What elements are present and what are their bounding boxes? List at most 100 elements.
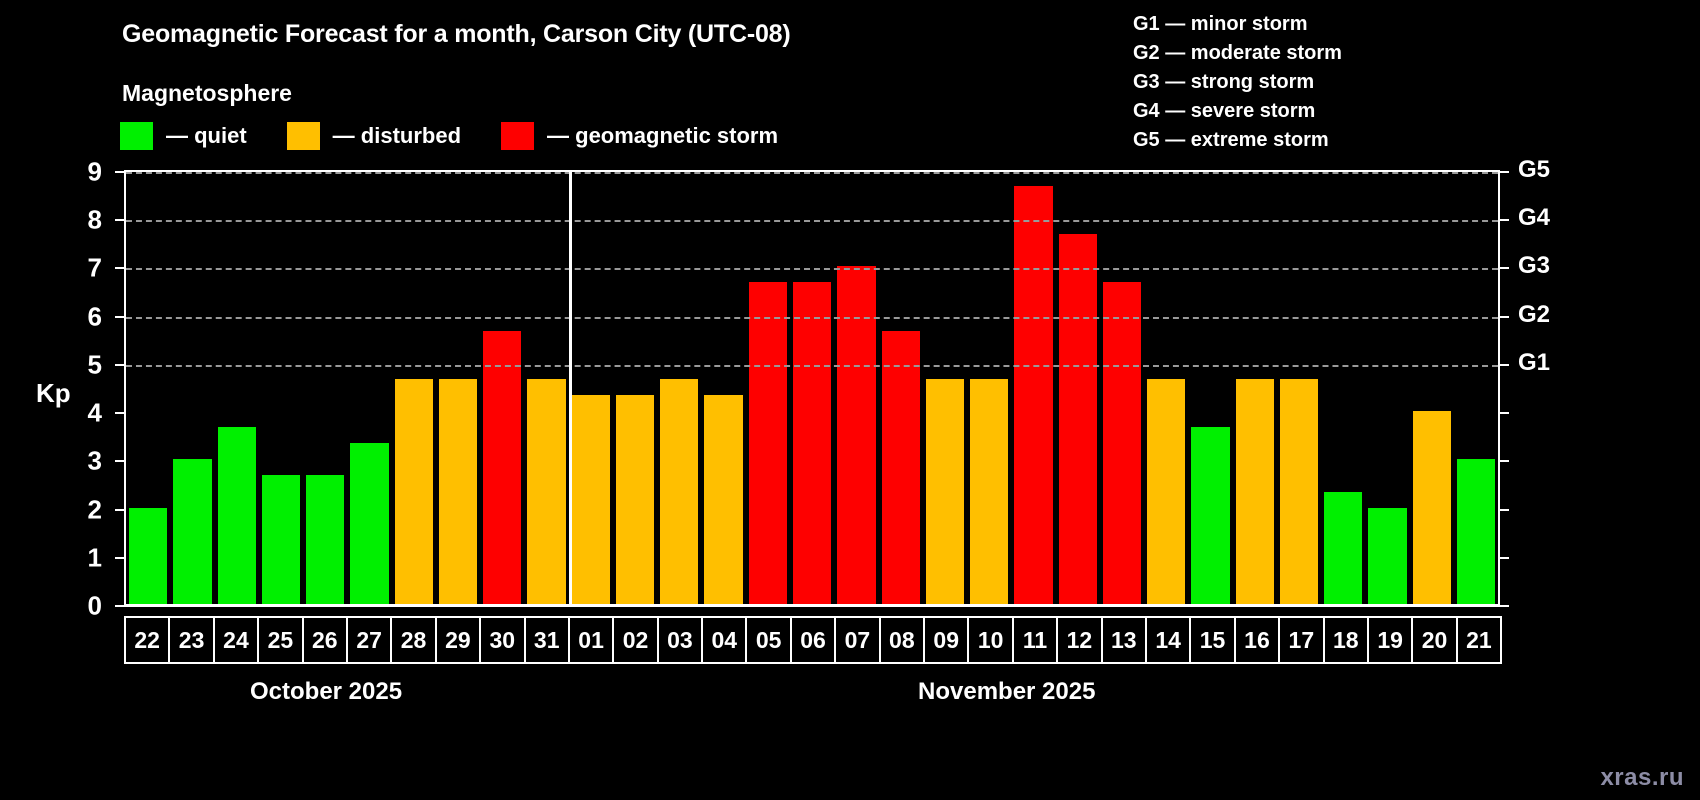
- day-label-27[interactable]: 27: [345, 616, 393, 664]
- day-label-25[interactable]: 25: [257, 616, 304, 664]
- bar-26[interactable]: [306, 475, 345, 604]
- day-label-22[interactable]: 22: [124, 616, 171, 664]
- bar-02[interactable]: [615, 395, 655, 604]
- bar-slot-14[interactable]: [1144, 172, 1188, 604]
- bar-01[interactable]: [571, 395, 610, 604]
- bar-04[interactable]: [704, 395, 743, 604]
- bar-slot-05[interactable]: [746, 172, 790, 604]
- bar-03[interactable]: [660, 378, 699, 604]
- bar-slot-06[interactable]: [790, 172, 834, 604]
- bar-slot-02[interactable]: [613, 172, 657, 604]
- g-scale-label-G2: G2: [1518, 300, 1551, 328]
- bar-slot-28[interactable]: [392, 172, 436, 604]
- bar-06[interactable]: [792, 282, 832, 604]
- bar-18[interactable]: [1324, 491, 1363, 604]
- day-label-12[interactable]: 12: [1056, 616, 1103, 664]
- bar-05[interactable]: [748, 282, 787, 604]
- bar-slot-20[interactable]: [1410, 172, 1454, 604]
- day-label-06[interactable]: 06: [789, 616, 837, 664]
- bar-slot-09[interactable]: [923, 172, 967, 604]
- bar-12[interactable]: [1058, 234, 1097, 604]
- bar-15[interactable]: [1191, 427, 1230, 604]
- day-label-16[interactable]: 16: [1233, 616, 1281, 664]
- bar-slot-21[interactable]: [1454, 172, 1498, 604]
- bar-slot-29[interactable]: [436, 172, 480, 604]
- day-label-04[interactable]: 04: [701, 616, 748, 664]
- bar-14[interactable]: [1147, 378, 1186, 604]
- bar-slot-24[interactable]: [215, 172, 259, 604]
- day-label-21[interactable]: 21: [1455, 616, 1503, 664]
- day-label-30[interactable]: 30: [479, 616, 526, 664]
- bar-slot-04[interactable]: [701, 172, 745, 604]
- day-label-14[interactable]: 14: [1144, 616, 1192, 664]
- bar-22[interactable]: [129, 507, 168, 604]
- day-label-03[interactable]: 03: [656, 616, 704, 664]
- storm-scale-row-1: G1 — minor storm: [1133, 13, 1308, 35]
- day-label-05[interactable]: 05: [745, 616, 792, 664]
- day-label-28[interactable]: 28: [390, 616, 437, 664]
- bar-slot-26[interactable]: [303, 172, 347, 604]
- y-tick-right-3: [1498, 460, 1509, 463]
- bar-slot-13[interactable]: [1100, 172, 1144, 604]
- day-label-19[interactable]: 19: [1366, 616, 1414, 664]
- bar-slot-16[interactable]: [1233, 172, 1277, 604]
- bar-08[interactable]: [881, 330, 920, 604]
- legend-label-disturbed: — disturbed: [332, 123, 462, 148]
- bar-30[interactable]: [483, 330, 522, 604]
- day-label-15[interactable]: 15: [1189, 616, 1236, 664]
- day-label-17[interactable]: 17: [1278, 616, 1325, 664]
- bar-slot-08[interactable]: [879, 172, 923, 604]
- bar-17[interactable]: [1279, 378, 1319, 604]
- bar-25[interactable]: [261, 475, 301, 604]
- bar-slot-27[interactable]: [347, 172, 391, 604]
- day-label-26[interactable]: 26: [301, 616, 348, 664]
- bar-slot-10[interactable]: [967, 172, 1011, 604]
- bar-slot-23[interactable]: [170, 172, 214, 604]
- bar-29[interactable]: [438, 378, 478, 604]
- day-label-23[interactable]: 23: [168, 616, 215, 664]
- day-label-13[interactable]: 13: [1100, 616, 1147, 664]
- bar-slot-31[interactable]: [524, 172, 568, 604]
- bar-31[interactable]: [527, 378, 566, 604]
- day-label-10[interactable]: 10: [967, 616, 1014, 664]
- bar-23[interactable]: [173, 459, 212, 604]
- day-label-29[interactable]: 29: [434, 616, 482, 664]
- day-label-09[interactable]: 09: [923, 616, 970, 664]
- day-label-11[interactable]: 11: [1011, 616, 1059, 664]
- bar-19[interactable]: [1368, 507, 1407, 604]
- bar-slot-11[interactable]: [1011, 172, 1055, 604]
- day-label-20[interactable]: 20: [1411, 616, 1458, 664]
- day-label-07[interactable]: 07: [834, 616, 881, 664]
- bar-slot-17[interactable]: [1277, 172, 1321, 604]
- bar-slot-07[interactable]: [834, 172, 878, 604]
- bar-10[interactable]: [970, 378, 1009, 604]
- bar-slot-25[interactable]: [259, 172, 303, 604]
- day-label-08[interactable]: 08: [878, 616, 926, 664]
- bar-09[interactable]: [925, 378, 965, 604]
- gridline-kp-6: [126, 316, 1498, 319]
- day-label-18[interactable]: 18: [1322, 616, 1369, 664]
- bar-16[interactable]: [1235, 378, 1274, 604]
- day-label-24[interactable]: 24: [212, 616, 260, 664]
- y-tick-label-4: 4: [87, 397, 102, 428]
- bar-slot-22[interactable]: [126, 172, 170, 604]
- day-label-31[interactable]: 31: [523, 616, 570, 664]
- bar-07[interactable]: [837, 266, 876, 604]
- day-label-02[interactable]: 02: [612, 616, 659, 664]
- bar-slot-18[interactable]: [1321, 172, 1365, 604]
- day-label-01[interactable]: 01: [567, 616, 615, 664]
- bar-13[interactable]: [1102, 282, 1142, 604]
- bar-20[interactable]: [1412, 411, 1451, 604]
- bar-24[interactable]: [217, 427, 256, 604]
- bar-slot-12[interactable]: [1056, 172, 1100, 604]
- bar-28[interactable]: [394, 378, 433, 604]
- bar-slot-03[interactable]: [657, 172, 701, 604]
- bar-slot-30[interactable]: [480, 172, 524, 604]
- bar-21[interactable]: [1456, 459, 1496, 604]
- y-tick-label-1: 1: [87, 542, 102, 573]
- bar-slot-01[interactable]: [569, 172, 613, 604]
- bar-slot-15[interactable]: [1188, 172, 1232, 604]
- bar-slot-19[interactable]: [1365, 172, 1409, 604]
- bar-11[interactable]: [1014, 185, 1053, 604]
- bar-27[interactable]: [350, 443, 389, 604]
